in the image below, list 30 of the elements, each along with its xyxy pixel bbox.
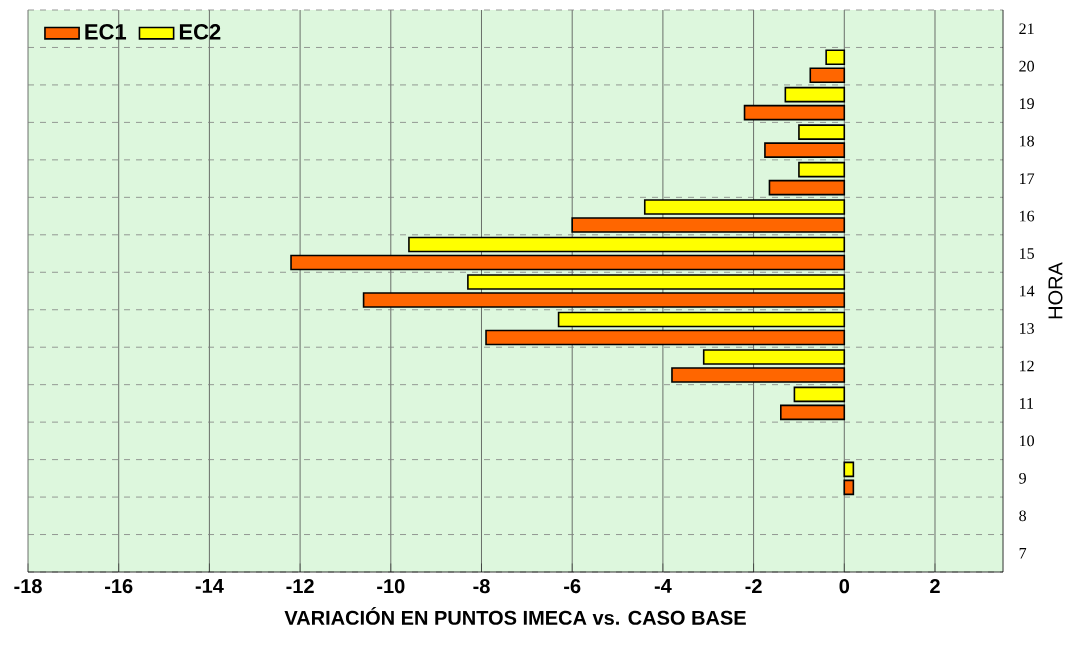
y-tick-label: 8 [1019, 510, 1027, 522]
y-tick-label: 18 [1020, 135, 1035, 147]
y-tick-label: 11 [1020, 398, 1034, 409]
y-axis-title: HORA [1048, 262, 1063, 319]
x-tick-label: 2 [930, 579, 940, 594]
x-axis-title: VARIACIÓN EN PUNTOS IMECA vs. CASO BASE [284, 606, 746, 625]
y-tick-label: 7 [1019, 548, 1027, 559]
y-tick-label: 9 [1019, 472, 1026, 484]
x-tick-label: -16 [105, 579, 133, 594]
y-tick-label: 17 [1020, 173, 1035, 184]
legend-label: EC1 [85, 24, 127, 40]
y-tick-label: 20 [1019, 60, 1035, 72]
y-tick-label: 10 [1020, 435, 1035, 447]
legend-label: EC2 [179, 24, 221, 40]
y-tick-label: 13 [1020, 323, 1034, 334]
y-tick-label: 15 [1020, 248, 1034, 259]
x-tick-label: -10 [377, 579, 405, 594]
x-tick-label: -8 [473, 579, 490, 594]
x-tick-label: -2 [745, 579, 762, 594]
y-tick-label: 21 [1019, 23, 1034, 35]
x-tick-label: -12 [286, 579, 314, 594]
x-tick-label: -4 [654, 579, 672, 593]
x-tick-label: -18 [14, 579, 42, 594]
x-tick-label: 0 [839, 579, 850, 594]
y-tick-label: 16 [1020, 210, 1035, 222]
y-tick-label: 14 [1020, 285, 1035, 297]
y-tick-label: 12 [1020, 360, 1034, 372]
x-tick-label: -6 [564, 579, 581, 594]
y-tick-label: 19 [1020, 98, 1034, 110]
x-tick-label: -14 [195, 579, 224, 593]
